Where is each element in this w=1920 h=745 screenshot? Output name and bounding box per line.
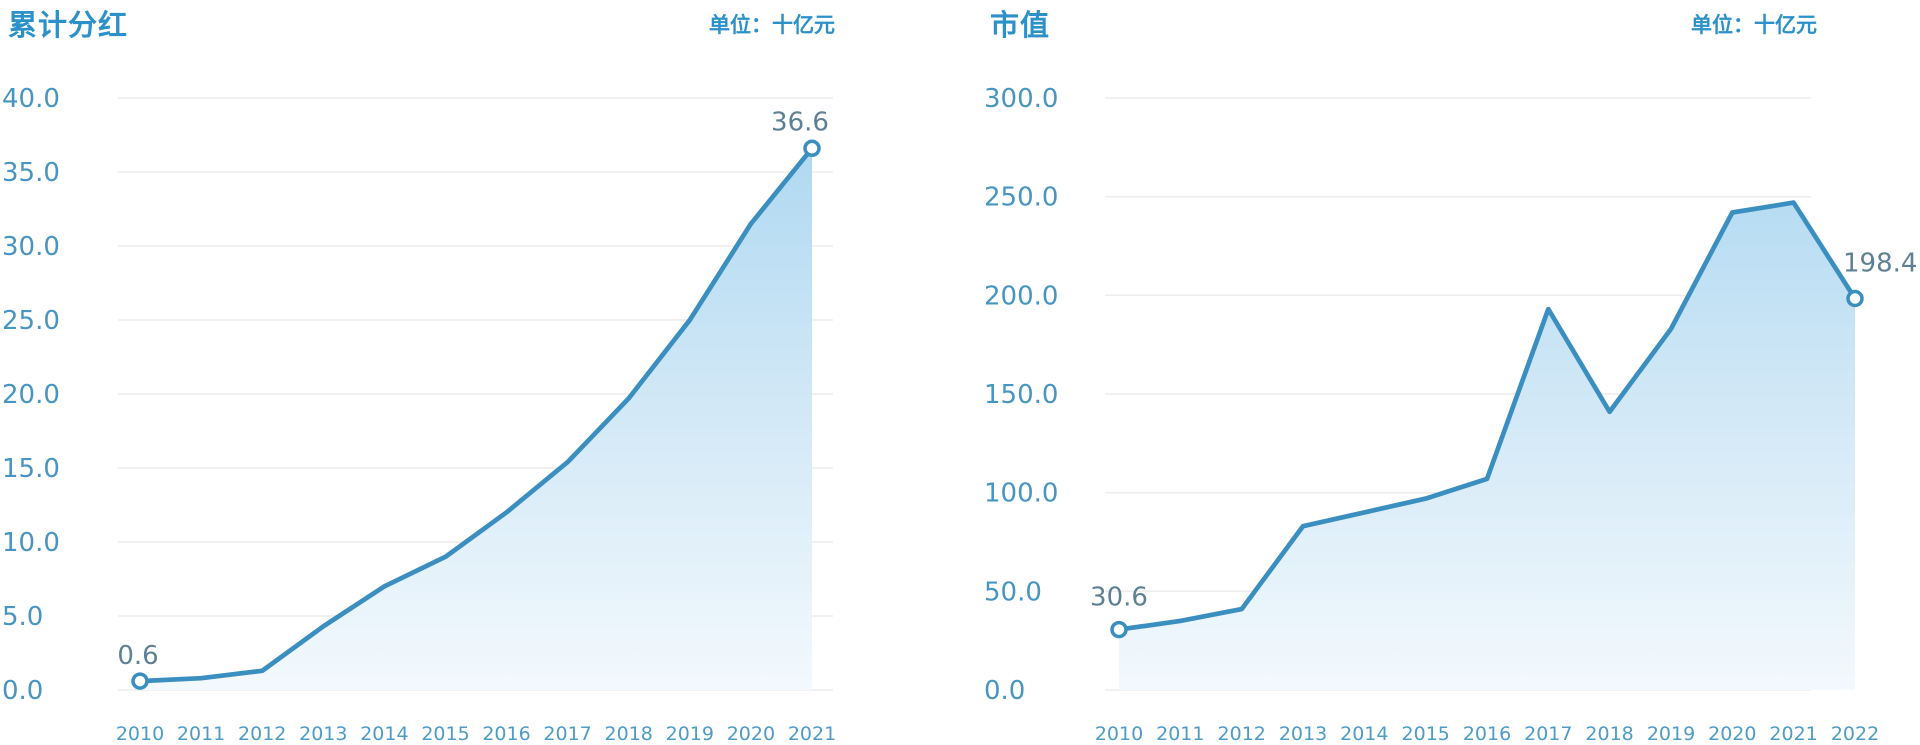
x-axis-year-label: 2011 [177, 723, 225, 745]
y-axis-tick-label: 20.0 [2, 380, 60, 410]
x-axis-year-label: 2012 [1218, 723, 1266, 745]
x-axis-year-label: 2013 [1279, 723, 1327, 745]
last-point-value-label: 198.4 [1843, 249, 1917, 279]
x-axis-year-label: 2016 [482, 723, 530, 745]
y-axis-tick-label: 100.0 [984, 479, 1058, 509]
trend-line [137, 145, 815, 684]
x-axis-year-label: 2019 [666, 723, 714, 745]
x-axis-year-label: 2018 [1585, 723, 1633, 745]
x-axis-year-label: 2017 [1524, 723, 1572, 745]
y-axis-tick-label: 150.0 [984, 380, 1058, 410]
y-axis-tick-label: 10.0 [2, 528, 60, 558]
x-axis-year-label: 2013 [299, 723, 347, 745]
x-axis-year-label: 2010 [1095, 723, 1143, 745]
y-axis-tick-label: 0.0 [2, 676, 43, 706]
x-axis-year-label: 2018 [605, 723, 653, 745]
x-axis-year-label: 2017 [543, 723, 591, 745]
market-cap-unit-label: 单位：十亿元 [1691, 13, 1817, 37]
x-axis-year-label: 2016 [1463, 723, 1511, 745]
x-axis-year-label: 2012 [238, 723, 286, 745]
x-axis-year-label: 2010 [116, 723, 164, 745]
x-axis-year-label: 2019 [1647, 723, 1695, 745]
cumulative-dividends-title: 累计分红 [8, 8, 129, 42]
y-axis-tick-label: 50.0 [984, 577, 1042, 607]
last-point-marker [803, 139, 821, 158]
x-axis-year-label: 2011 [1156, 723, 1204, 745]
x-axis-year-label: 2014 [1340, 723, 1388, 745]
first-point-marker [131, 672, 149, 690]
x-axis-year-label: 2015 [1402, 723, 1450, 745]
y-axis-tick-label: 0.0 [984, 676, 1025, 706]
x-axis-year-label: 2021 [1769, 723, 1817, 745]
x-axis-year-label: 2022 [1831, 723, 1879, 745]
area-fill [140, 148, 812, 691]
x-axis-year-label: 2020 [1708, 723, 1756, 745]
y-axis-tick-label: 300.0 [984, 84, 1058, 114]
y-axis-tick-label: 30.0 [2, 232, 60, 262]
y-axis-tick-label: 35.0 [2, 158, 60, 188]
area-fill [1119, 202, 1855, 690]
x-axis-year-label: 2015 [421, 723, 469, 745]
x-axis-year-label: 2020 [727, 723, 775, 745]
cumulative-dividends-unit-label: 单位：十亿元 [709, 13, 835, 37]
y-axis-tick-label: 40.0 [2, 84, 60, 114]
y-axis-tick-label: 5.0 [2, 602, 43, 632]
first-point-value-label: 30.6 [1090, 583, 1148, 613]
first-point-marker [1110, 620, 1128, 639]
y-axis-tick-label: 200.0 [984, 281, 1058, 311]
last-point-marker [1846, 289, 1864, 308]
y-axis-tick-label: 250.0 [984, 183, 1058, 213]
market-cap-title: 市值 [990, 8, 1051, 42]
first-point-value-label: 0.6 [117, 641, 158, 671]
x-axis-year-label: 2021 [788, 723, 836, 745]
y-axis-tick-label: 15.0 [2, 454, 60, 484]
trend-line [1116, 200, 1858, 632]
last-point-value-label: 36.6 [771, 107, 829, 137]
x-axis-year-label: 2014 [360, 723, 408, 745]
y-axis-tick-label: 25.0 [2, 306, 60, 336]
